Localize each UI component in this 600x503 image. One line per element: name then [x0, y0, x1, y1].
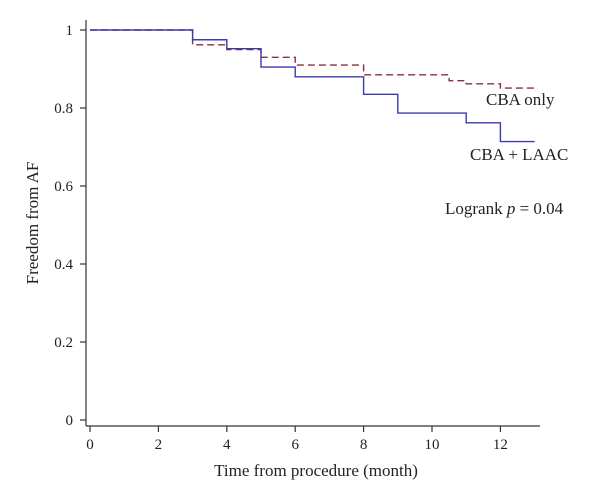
cba-only-label: CBA only: [486, 90, 555, 109]
series-line-cba-laac: [90, 29, 535, 143]
y-tick-label: 0.4: [54, 257, 73, 273]
y-tick-label: 1: [66, 23, 74, 39]
x-axis-label: Time from procedure (month): [214, 461, 418, 480]
logrank-p-symbol: p: [506, 199, 516, 218]
x-tick-label: 2: [155, 437, 163, 453]
logrank-annotation: Logrank p = 0.04: [445, 199, 564, 218]
logrank-prefix: Logrank: [445, 199, 507, 218]
x-tick-label: 4: [223, 437, 231, 453]
x-tick-label: 0: [86, 437, 94, 453]
y-tick-label: 0.2: [54, 335, 73, 351]
series-layer: [90, 29, 535, 143]
cba-laac-label: CBA + LAAC: [470, 145, 568, 164]
y-axis-label: Freedom from AF: [23, 162, 42, 285]
y-tick-label: 0.8: [54, 101, 73, 117]
x-tick-label: 10: [425, 437, 440, 453]
series-line-cba-only: [90, 29, 535, 89]
y-tick-label: 0.6: [54, 179, 73, 195]
x-tick-label: 8: [360, 437, 368, 453]
x-tick-label: 12: [493, 437, 508, 453]
x-tick-label: 6: [291, 437, 299, 453]
y-tick-label: 0: [66, 413, 74, 429]
logrank-value: = 0.04: [515, 199, 563, 218]
axes: 0 2 4 6 8 10 12 0 0.2 0.4 0.6 0.8 1: [54, 20, 540, 453]
